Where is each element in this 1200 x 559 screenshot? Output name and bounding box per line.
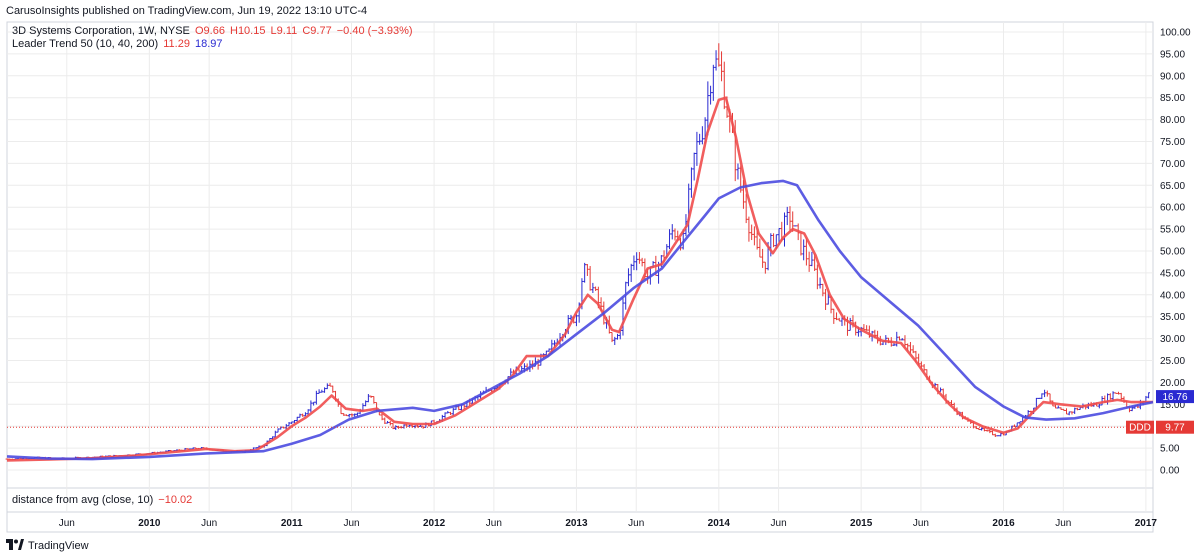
ticker-badge bbox=[1126, 420, 1154, 434]
y-tick-label: 80.00 bbox=[1160, 115, 1185, 126]
tradingview-logo-icon bbox=[6, 539, 24, 553]
y-tick-label: 55.00 bbox=[1160, 225, 1185, 236]
indicator-value-slow: 18.97 bbox=[195, 38, 223, 50]
ma-slow-line bbox=[6, 179, 1154, 461]
y-tick-label: 35.00 bbox=[1160, 312, 1185, 323]
x-tick-label: Jun bbox=[201, 518, 217, 529]
close-value: C9.77 bbox=[302, 25, 332, 37]
x-tick-label: Jun bbox=[59, 518, 75, 529]
y-tick-label: 85.00 bbox=[1160, 93, 1185, 104]
change-value: −0.40 (−3.93%) bbox=[336, 25, 413, 37]
ma-last-label: 16.76 bbox=[1162, 392, 1187, 403]
symbol-name: 3D Systems Corporation, 1W, NYSE bbox=[12, 25, 190, 37]
high-value: H10.15 bbox=[230, 25, 266, 37]
price-last-badge bbox=[1156, 420, 1194, 434]
x-tick-label: 2011 bbox=[281, 518, 303, 529]
ticker-label: DDD bbox=[1129, 423, 1151, 434]
x-tick-label: Jun bbox=[343, 518, 359, 529]
x-tick-label: Jun bbox=[628, 518, 644, 529]
y-tick-label: 65.00 bbox=[1160, 181, 1185, 192]
indicator-value-fast: 11.29 bbox=[163, 38, 190, 50]
x-tick-label: 2010 bbox=[138, 518, 161, 529]
sub-indicator-name: distance from avg (close, 10) bbox=[12, 494, 154, 506]
y-tick-label: 75.00 bbox=[1160, 137, 1185, 148]
y-tick-label: 100.00 bbox=[1160, 28, 1191, 39]
x-tick-label: Jun bbox=[1055, 518, 1071, 529]
x-tick-label: 2016 bbox=[992, 518, 1015, 529]
y-tick-label: 90.00 bbox=[1160, 71, 1185, 82]
publish-header: CarusoInsights published on TradingView.… bbox=[6, 5, 368, 17]
indicator-name: Leader Trend 50 (10, 40, 200) bbox=[12, 38, 159, 50]
y-tick-label: 45.00 bbox=[1160, 268, 1185, 279]
y-tick-label: 95.00 bbox=[1160, 49, 1185, 60]
x-tick-label: 2013 bbox=[565, 518, 588, 529]
y-tick-label: 25.00 bbox=[1160, 356, 1185, 367]
x-tick-label: 2014 bbox=[708, 518, 731, 529]
ma-fast-line bbox=[6, 96, 1153, 462]
low-value: L9.11 bbox=[270, 25, 298, 37]
symbol-legend: 3D Systems Corporation, 1W, NYSE O9.66 H… bbox=[12, 25, 415, 37]
y-tick-label: 0.00 bbox=[1160, 466, 1180, 477]
y-tick-label: 40.00 bbox=[1160, 290, 1185, 301]
y-tick-label: 15.00 bbox=[1160, 400, 1185, 411]
x-tick-label: Jun bbox=[486, 518, 502, 529]
x-tick-label: Jun bbox=[771, 518, 787, 529]
price-last-label: 9.77 bbox=[1165, 423, 1185, 434]
y-tick-label: 30.00 bbox=[1160, 334, 1185, 345]
y-tick-label: 60.00 bbox=[1160, 203, 1185, 214]
plot-frame bbox=[6, 21, 1154, 533]
x-tick-label: Jun bbox=[913, 518, 929, 529]
x-tick-label: 2015 bbox=[850, 518, 873, 529]
sub-pane-legend: distance from avg (close, 10) −10.02 bbox=[12, 494, 194, 506]
x-tick-label: 2017 bbox=[1135, 518, 1158, 529]
x-tick-label: 2012 bbox=[423, 518, 446, 529]
tradingview-footer: TradingView bbox=[6, 539, 89, 553]
y-tick-label: 70.00 bbox=[1160, 159, 1185, 170]
ma-last-badge bbox=[1156, 390, 1194, 404]
open-value: O9.66 bbox=[194, 25, 225, 37]
y-tick-label: 50.00 bbox=[1160, 247, 1185, 258]
y-tick-label: 5.00 bbox=[1160, 444, 1180, 455]
tradingview-brand: TradingView bbox=[28, 540, 89, 552]
indicator-legend: Leader Trend 50 (10, 40, 200) 11.29 18.9… bbox=[12, 38, 225, 50]
sub-indicator-value: −10.02 bbox=[158, 494, 193, 506]
y-tick-label: 20.00 bbox=[1160, 378, 1185, 389]
